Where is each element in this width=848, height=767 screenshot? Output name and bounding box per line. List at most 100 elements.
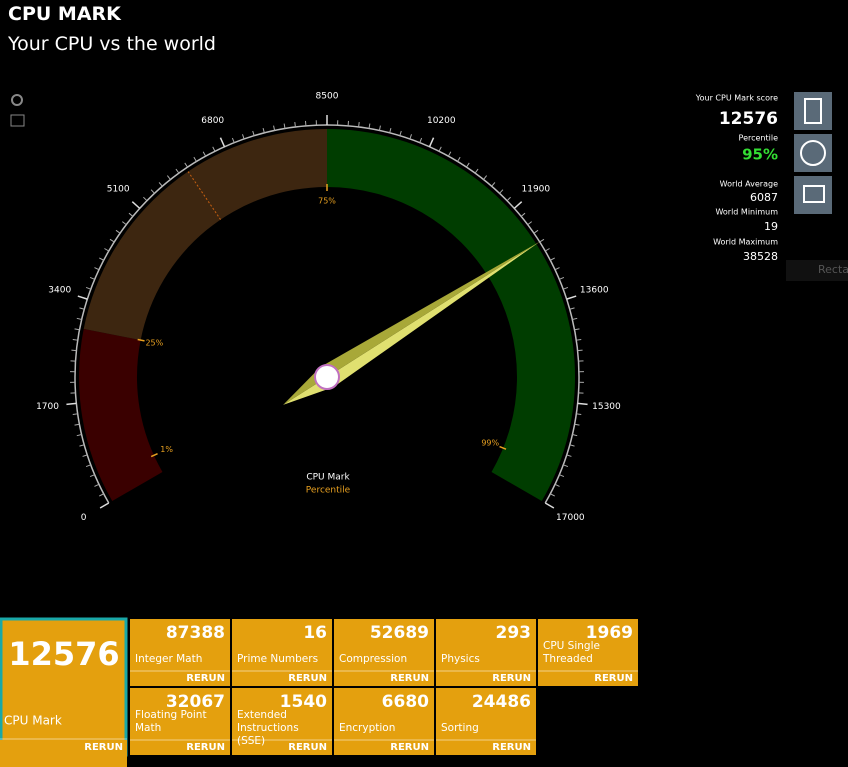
minor-tick [150,189,155,194]
test-tile[interactable] [232,619,332,686]
minor-tick [89,276,95,280]
side-button-label: Recta [818,263,848,276]
minor-tick [79,444,85,447]
minor-tick [447,151,452,157]
test-tile[interactable] [436,619,536,686]
side-button[interactable] [786,260,848,281]
rerun-button[interactable]: RERUN [594,673,633,684]
hardware-button[interactable] [794,176,832,214]
stat-percentile-label: Percentile [739,134,779,143]
hardware-icon [803,185,825,203]
minor-tick [576,413,582,416]
minor-tick [158,182,163,187]
minor-tick [491,182,496,187]
test-label: CPU Single Threaded [542,640,600,665]
report-button[interactable] [794,92,832,130]
rerun-button[interactable]: RERUN [390,673,429,684]
scale-label: 3400 [48,286,71,296]
test-tile[interactable] [130,688,230,755]
minor-tick [121,221,127,226]
test-tile[interactable] [436,688,536,755]
minor-tick [273,125,276,131]
world-button[interactable] [794,134,832,172]
stat-maximum-label: World Maximum [713,238,778,247]
chart-icon[interactable] [10,114,25,127]
minor-tick [231,137,235,143]
rerun-button[interactable]: RERUN [390,742,429,753]
major-tick [513,201,523,209]
major-tick [577,402,588,406]
rerun-button[interactable]: RERUN [288,742,327,753]
minor-tick [569,307,575,310]
minor-tick [85,464,91,468]
minor-tick [572,434,578,437]
major-tick [428,137,435,148]
scale-label: 1700 [36,402,59,412]
test-label: Floating Point Math [135,709,207,734]
percentile-tick [499,445,507,450]
minor-tick [128,212,134,217]
minor-tick [499,189,504,194]
minor-tick [99,257,104,261]
minor-tick [71,349,77,352]
minor-tick [294,121,296,128]
test-value: 1969 [586,623,633,643]
scale-label: 13600 [580,286,609,296]
stat-percentile: 95% [742,146,778,164]
minor-tick [74,328,80,331]
minor-tick [550,493,555,497]
stat-average-label: World Average [720,180,778,189]
minor-tick [389,127,392,134]
main-tile-label: CPU Mark [4,714,62,728]
rerun-button[interactable]: RERUN [186,673,225,684]
rerun-bar [0,740,127,767]
minor-tick [89,474,95,478]
rerun-button[interactable]: RERUN [84,742,123,753]
minor-tick [242,134,245,140]
test-tile[interactable] [538,619,638,686]
test-value: 24486 [472,692,531,712]
minor-tick [474,168,479,174]
rerun-button[interactable]: RERUN [288,673,327,684]
main-tile-value: 12576 [8,635,119,673]
scale-label: 17000 [556,513,585,523]
minor-tick [74,423,80,426]
minor-tick [175,168,180,174]
test-tile[interactable] [232,688,332,755]
needle [283,241,541,405]
major-tick [99,502,110,509]
minor-tick [193,156,197,162]
minor-tick [577,349,583,352]
scale-label: 6800 [201,116,224,126]
percentile-tick [150,453,158,458]
rerun-button[interactable]: RERUN [492,673,531,684]
speed-icon[interactable] [11,94,23,106]
test-tile[interactable] [334,688,434,755]
test-tile[interactable] [334,619,434,686]
rerun-button[interactable]: RERUN [186,742,225,753]
test-value: 293 [496,623,532,643]
stat-score: 12576 [719,109,778,129]
minor-tick [94,483,100,487]
minor-tick [368,123,371,129]
test-label: Prime Numbers [237,653,318,665]
percentile-label: 99% [481,438,499,447]
test-label-line: (SSE) [237,735,265,747]
minor-tick [378,125,381,131]
minor-tick [572,317,578,320]
scale-label: 0 [81,513,87,523]
minor-tick [283,123,286,129]
rerun-button[interactable]: RERUN [492,742,531,753]
minor-tick [115,229,121,234]
test-tile[interactable] [130,619,230,686]
minor-tick [574,423,580,426]
minor-tick [399,130,402,136]
minor-tick [554,483,560,487]
minor-tick [563,286,569,290]
test-value: 6680 [382,692,429,712]
percentile-label: 25% [145,338,163,347]
percentile-label: 1% [160,445,173,454]
test-label-line: Extended [237,709,287,721]
minor-tick [574,328,580,331]
